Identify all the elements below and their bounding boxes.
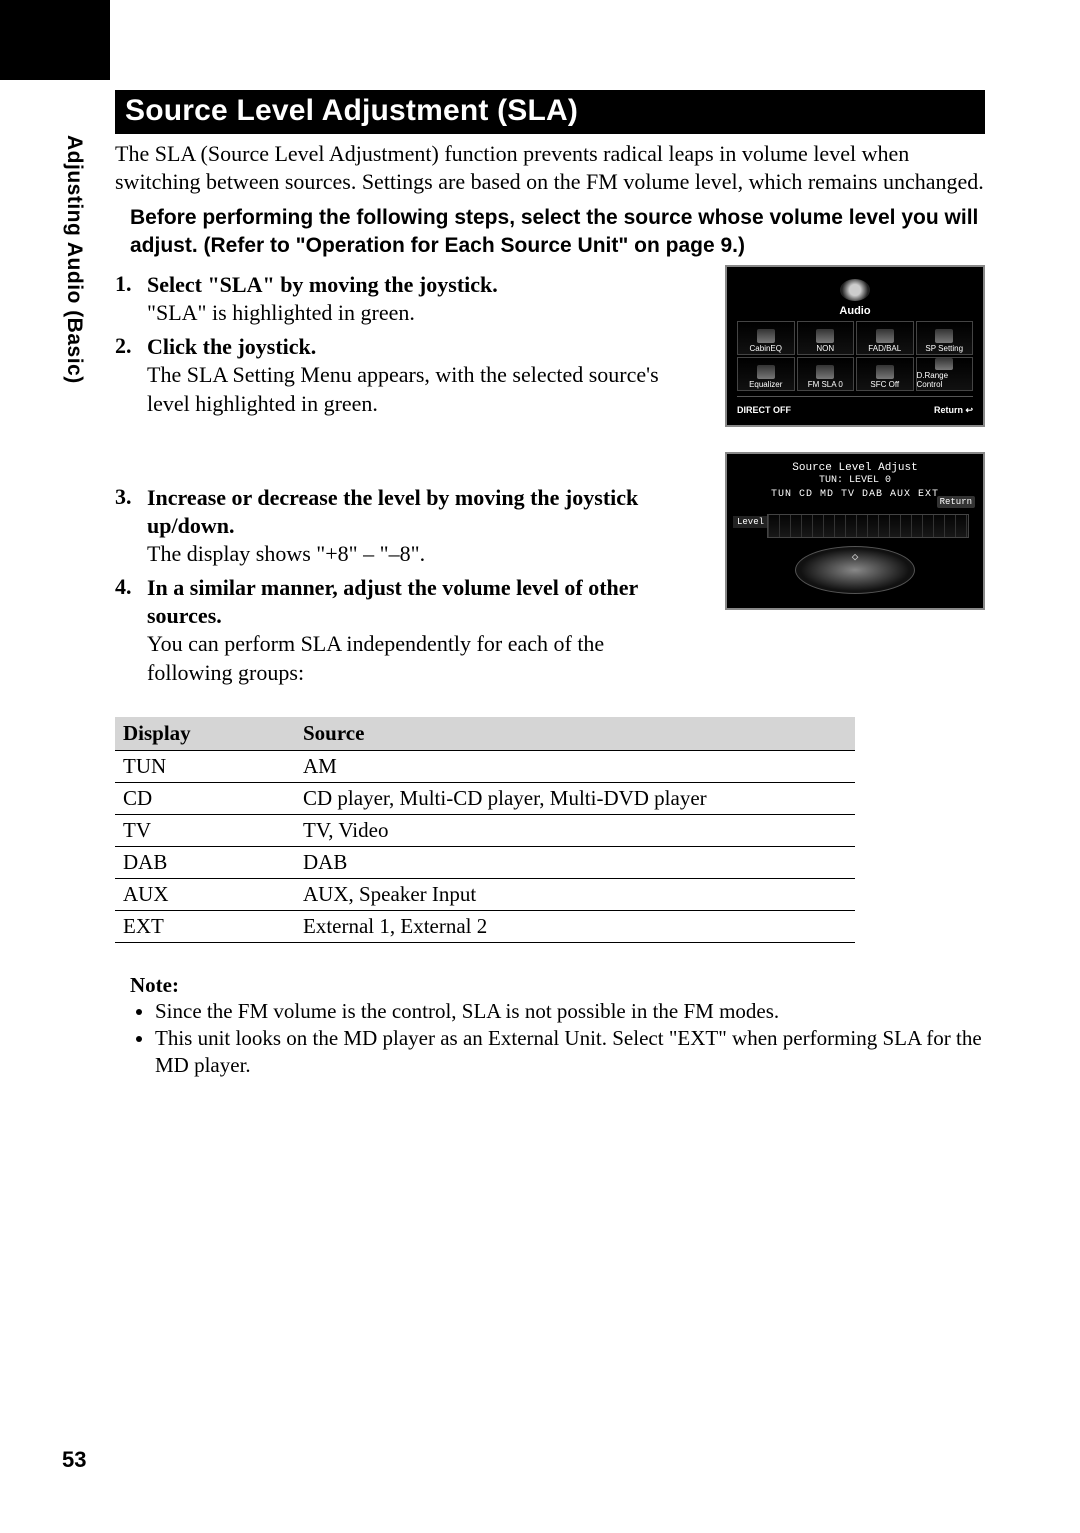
note-list: Since the FM volume is the control, SLA … [155, 998, 985, 1079]
step-4-number: 4. [115, 574, 147, 687]
fig1-cell-sfcoff: SFC Off [856, 357, 914, 391]
table-row: TVTV, Video [115, 814, 855, 846]
step-3: 3. Increase or decrease the level by mov… [115, 484, 685, 568]
fig1-cell-grid: CabinEQ NON FAD/BAL SP Setting Equalizer… [737, 321, 973, 391]
table-row: AUXAUX, Speaker Input [115, 878, 855, 910]
page-number: 53 [62, 1447, 86, 1473]
fig1-cell-label: D.Range Control [917, 371, 973, 389]
figure-source-level-adjust: Source Level Adjust TUN: LEVEL 0 TUN CD … [725, 452, 985, 610]
fig1-cell-label: CabinEQ [750, 344, 782, 353]
fig1-cell-label: NON [816, 344, 834, 353]
joystick-knob-icon [795, 546, 915, 594]
fig1-audio-label: Audio [737, 305, 973, 317]
fig1-cell-label: FM SLA 0 [808, 380, 843, 389]
side-section-label: Adjusting Audio (Basic) [62, 135, 86, 384]
pre-step-note: Before performing the following steps, s… [115, 204, 985, 259]
intro-paragraph: The SLA (Source Level Adjustment) functi… [115, 140, 985, 196]
cell-display: TUN [115, 750, 295, 782]
step-1-number: 1. [115, 271, 147, 327]
fig2-title: Source Level Adjust [737, 462, 973, 474]
fig1-cell-spsetting: SP Setting [916, 321, 974, 355]
fig1-cell-non: NON [797, 321, 855, 355]
table-row: TUNAM [115, 750, 855, 782]
step-3-title: Increase or decrease the level by moving… [147, 484, 685, 540]
figures-column: Audio CabinEQ NON FAD/BAL SP Setting Equ… [705, 265, 985, 687]
fig2-level-label: Level [733, 516, 768, 528]
step-2-text: The SLA Setting Menu appears, with the s… [147, 361, 685, 417]
note-heading: Note: [130, 973, 985, 998]
fig1-cell-cabineq: CabinEQ [737, 321, 795, 355]
fig1-return-label: Return ↩ [934, 405, 973, 416]
fig1-cell-label: FAD/BAL [868, 344, 901, 353]
fig1-cell-sla: FM SLA 0 [797, 357, 855, 391]
fig1-cell-label: SP Setting [925, 344, 963, 353]
section-title: Source Level Adjustment (SLA) [115, 90, 985, 134]
step-4: 4. In a similar manner, adjust the volum… [115, 574, 685, 687]
cell-display: TV [115, 814, 295, 846]
note-item: This unit looks on the MD player as an E… [155, 1025, 985, 1079]
cell-source: AUX, Speaker Input [295, 878, 855, 910]
step-3-text: The display shows "+8" – "–8". [147, 540, 685, 568]
steps-column: 1. Select "SLA" by moving the joystick. … [115, 265, 685, 687]
table-header-source: Source [295, 717, 855, 751]
table-header-display: Display [115, 717, 295, 751]
cell-source: AM [295, 750, 855, 782]
fig1-cell-label: SFC Off [870, 380, 899, 389]
cell-source: DAB [295, 846, 855, 878]
step-2-title: Click the joystick. [147, 333, 685, 361]
fig2-level-slider [767, 514, 969, 538]
table-row: CDCD player, Multi-CD player, Multi-DVD … [115, 782, 855, 814]
brand-logo-icon [840, 279, 870, 301]
fig1-cell-label: Equalizer [749, 380, 782, 389]
corner-black-box [0, 0, 110, 80]
cell-source: TV, Video [295, 814, 855, 846]
fig1-cell-equalizer: Equalizer [737, 357, 795, 391]
step-4-text: You can perform SLA independently for ea… [147, 630, 685, 686]
step-3-number: 3. [115, 484, 147, 568]
fig1-cell-fadbal: FAD/BAL [856, 321, 914, 355]
step-4-title: In a similar manner, adjust the volume l… [147, 574, 685, 630]
fig1-direct-off: DIRECT OFF [737, 405, 791, 416]
cell-display: EXT [115, 910, 295, 942]
cell-display: AUX [115, 878, 295, 910]
step-2-number: 2. [115, 333, 147, 417]
table-row: DABDAB [115, 846, 855, 878]
steps-and-figures: 1. Select "SLA" by moving the joystick. … [115, 265, 985, 687]
fig2-subtitle: TUN: LEVEL 0 [737, 475, 973, 486]
figure-audio-menu: Audio CabinEQ NON FAD/BAL SP Setting Equ… [725, 265, 985, 427]
step-1-text: "SLA" is highlighted in green. [147, 299, 685, 327]
cell-source: CD player, Multi-CD player, Multi-DVD pl… [295, 782, 855, 814]
step-2: 2. Click the joystick. The SLA Setting M… [115, 333, 685, 417]
step-1: 1. Select "SLA" by moving the joystick. … [115, 271, 685, 327]
fig1-cell-drange: D.Range Control [916, 357, 974, 391]
source-groups-table: Display Source TUNAM CDCD player, Multi-… [115, 717, 855, 943]
step-1-title: Select "SLA" by moving the joystick. [147, 271, 685, 299]
fig2-return-label: Return [937, 496, 975, 508]
cell-display: CD [115, 782, 295, 814]
note-item: Since the FM volume is the control, SLA … [155, 998, 985, 1025]
cell-source: External 1, External 2 [295, 910, 855, 942]
table-row: EXTExternal 1, External 2 [115, 910, 855, 942]
cell-display: DAB [115, 846, 295, 878]
page-content: Source Level Adjustment (SLA) The SLA (S… [115, 90, 985, 1078]
